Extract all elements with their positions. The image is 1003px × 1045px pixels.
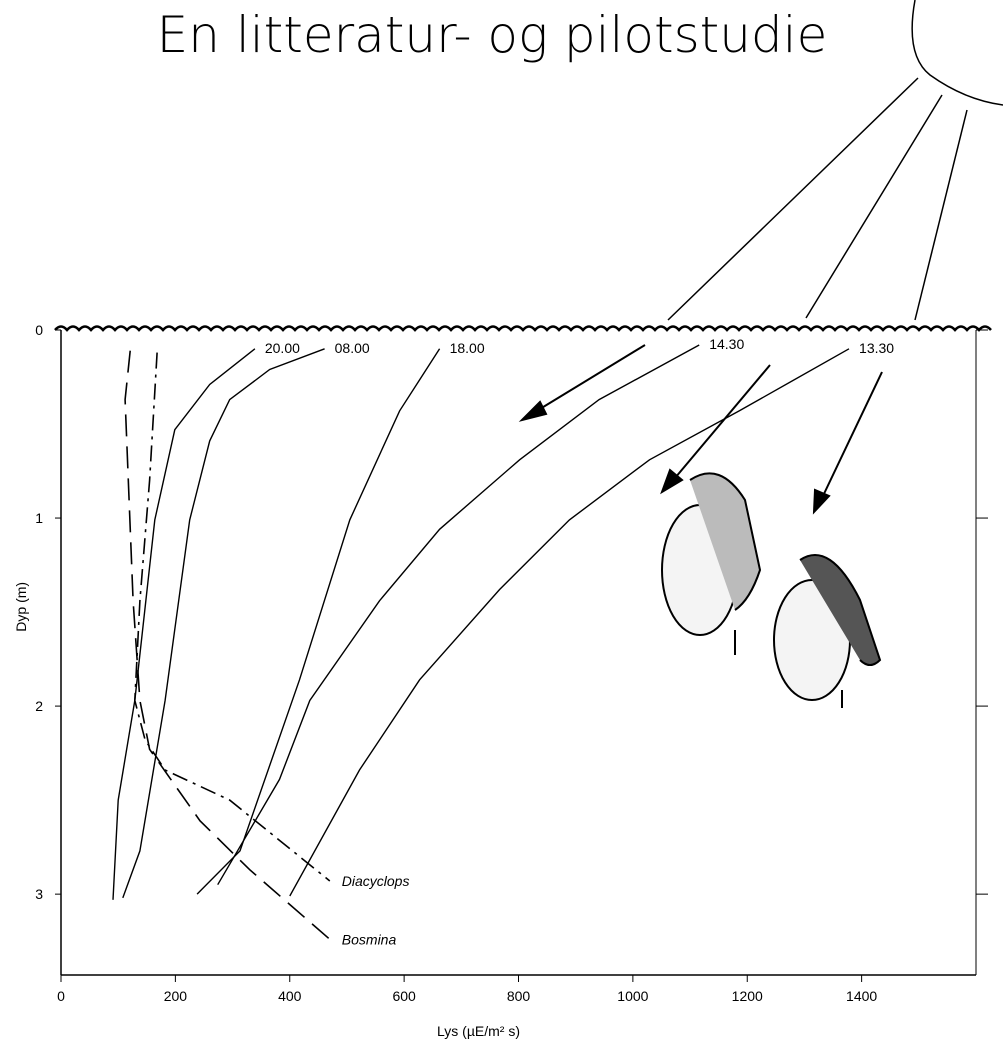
x-tick-label: 1000 (617, 988, 648, 1004)
series-label: 08.00 (335, 340, 370, 356)
series-line (135, 353, 330, 881)
series-line (125, 351, 330, 940)
x-tick-label: 1200 (732, 988, 763, 1004)
series-line (197, 349, 440, 894)
x-tick-label: 600 (392, 988, 416, 1004)
page: En litteratur- og pilotstudie 0 1 2 3 0 200 40… (0, 0, 1003, 1045)
water-surface (55, 327, 991, 331)
x-tick-label: 800 (507, 988, 531, 1004)
chart-title: En litteratur- og pilotstudie (157, 6, 828, 64)
x-tick-label: 0 (57, 988, 65, 1004)
series-label: 18.00 (450, 340, 485, 356)
series-line (290, 349, 849, 896)
chart: En litteratur- og pilotstudie 0 1 2 3 0 200 40… (0, 0, 1003, 1045)
y-tick-label: 1 (35, 510, 43, 526)
series-line (218, 345, 700, 885)
series-label: 20.00 (265, 340, 300, 356)
series-label: Bosmina (342, 931, 397, 947)
y-tick-label: 0 (35, 322, 43, 338)
zooplankton (662, 473, 880, 708)
series-line (123, 349, 325, 898)
x-tick-label: 200 (164, 988, 188, 1004)
y-tick-label: 2 (35, 698, 43, 714)
series-label: 13.30 (859, 340, 894, 356)
y-tick-label: 3 (35, 886, 43, 902)
x-tick-label: 1400 (846, 988, 877, 1004)
series-label: 14.30 (709, 336, 744, 352)
x-axis-label: Lys (µE/m² s) (437, 1023, 520, 1039)
y-axis-label: Dyp (m) (13, 582, 29, 632)
series-label: Diacyclops (342, 873, 410, 889)
x-tick-label: 400 (278, 988, 302, 1004)
